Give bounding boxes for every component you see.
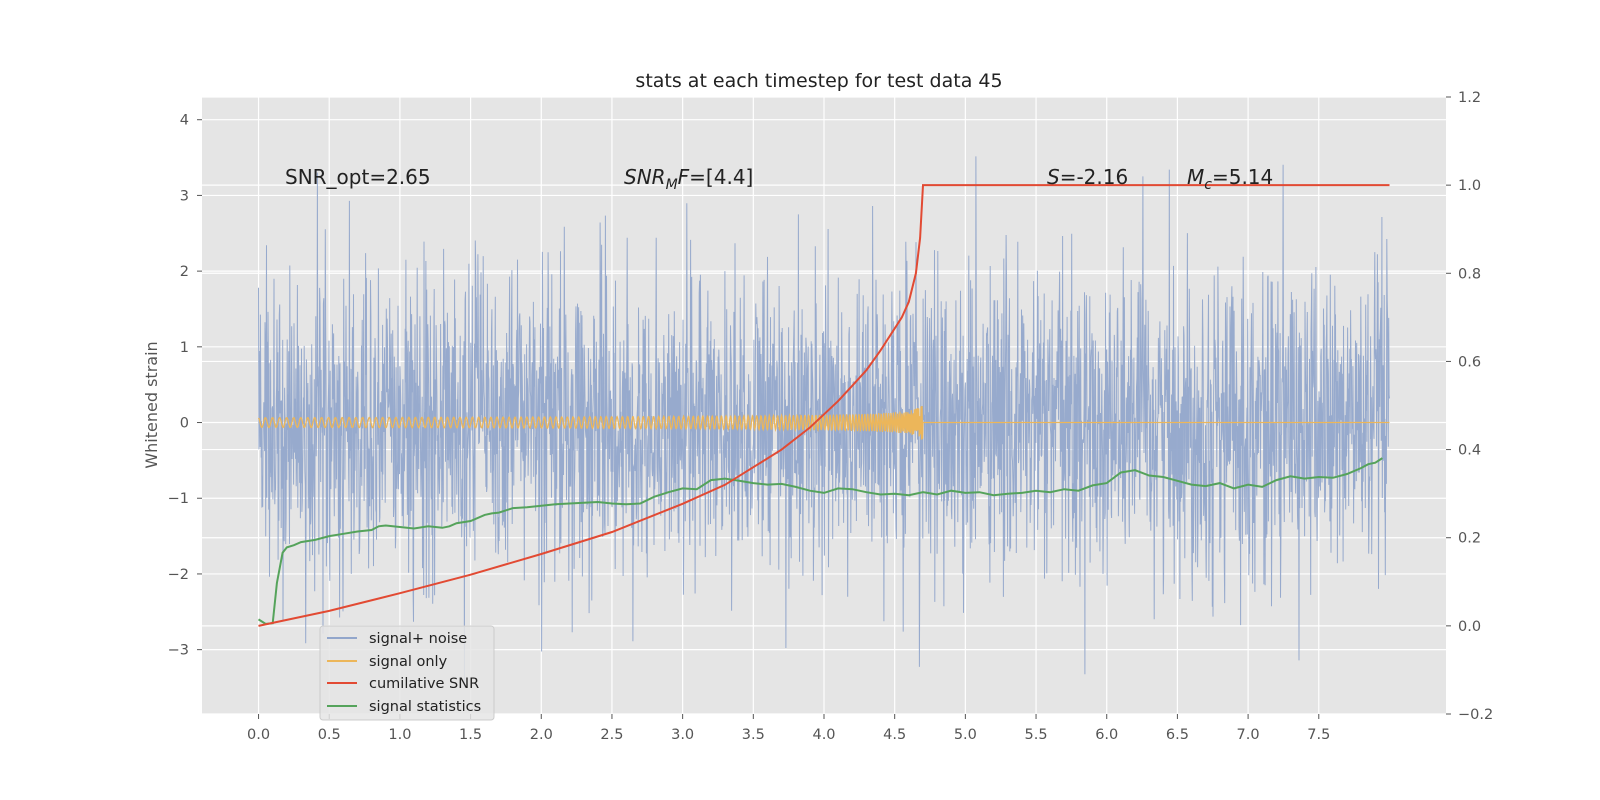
x-tick-label: 6.0: [1095, 727, 1118, 743]
signal-statistics-line: [257, 457, 1383, 625]
y-tick-label: 3: [180, 188, 189, 204]
x-axis-ticks: 0.0 0.5 1.0 1.5 2.0 2.5 3.0 3.5 4.0 4.5 5.0 5.5 6.0 6…: [247, 714, 1330, 743]
x-tick-label: 6.5: [1166, 727, 1189, 743]
y2-tick-label: 0.2: [1458, 531, 1481, 547]
legend-label-signal-statistics: signal statistics: [369, 699, 481, 715]
x-tick-label: 0.0: [247, 727, 270, 743]
x-tick-label: 3.5: [742, 727, 765, 743]
x-tick-label: 1.0: [388, 727, 411, 743]
annotation-snr-mf: SNRMF=[4.4]: [624, 165, 753, 193]
x-tick-label: 7.5: [1307, 727, 1330, 743]
x-tick-label: 5.0: [954, 727, 977, 743]
signal-only-line: [257, 405, 1390, 440]
legend-label-signal-only: signal only: [369, 654, 448, 670]
y-tick-label: 2: [180, 264, 189, 280]
y2-tick-label: 0.0: [1458, 619, 1481, 635]
series-cumulative-snr: [258, 184, 1390, 627]
chart-title: stats at each timestep for test data 45: [635, 70, 1002, 92]
x-tick-label: 1.5: [459, 727, 482, 743]
x-tick-label: 7.0: [1237, 727, 1260, 743]
y-axis-label: Whitened strain: [142, 341, 161, 468]
y2-tick-label: 0.8: [1458, 266, 1481, 282]
series-signal-only: [257, 405, 1390, 440]
signal-noise-line: [258, 156, 1390, 688]
y2-tick-label: 0.6: [1458, 354, 1481, 370]
x-tick-label: 4.0: [812, 727, 835, 743]
legend-label-signal-noise: signal+ noise: [369, 631, 467, 647]
right-y-axis-ticks: −0.2 0.0 0.2 0.4 0.6 0.8 1.0 1.2: [1446, 90, 1493, 723]
x-tick-label: 0.5: [318, 727, 341, 743]
y2-tick-label: 0.4: [1458, 443, 1481, 459]
annotation-chirp-mass: Mc=5.14: [1187, 165, 1273, 193]
y-axis-ticks: −3 −2 −1 0 1 2 3 4: [168, 113, 202, 659]
series-signal-noise: [258, 156, 1390, 688]
x-tick-label: 4.5: [883, 727, 906, 743]
y-tick-label: 0: [180, 416, 189, 432]
series-signal-statistics: [257, 457, 1383, 625]
x-tick-label: 3.0: [671, 727, 694, 743]
annotation-snr-opt: SNR_opt=2.65: [285, 165, 431, 189]
y2-tick-label: −0.2: [1458, 707, 1493, 723]
y2-tick-label: 1.2: [1458, 90, 1481, 106]
legend-box: [319, 625, 495, 721]
x-tick-label: 5.5: [1025, 727, 1048, 743]
legend: signal+ noise signal only cumilative SNR…: [319, 625, 495, 721]
y-tick-label: −2: [168, 567, 189, 583]
y-tick-label: 1: [180, 340, 189, 356]
cumulative-snr-line: [258, 184, 1390, 627]
y-tick-label: 4: [180, 113, 189, 129]
y-tick-label: −3: [168, 643, 189, 659]
annotation-s-value: S=-2.16: [1047, 165, 1128, 189]
x-tick-label: 2.0: [530, 727, 553, 743]
y2-tick-label: 1.0: [1458, 178, 1481, 194]
x-tick-label: 2.5: [600, 727, 623, 743]
legend-label-cumulative-snr: cumilative SNR: [369, 676, 479, 692]
y-tick-label: −1: [168, 491, 189, 507]
